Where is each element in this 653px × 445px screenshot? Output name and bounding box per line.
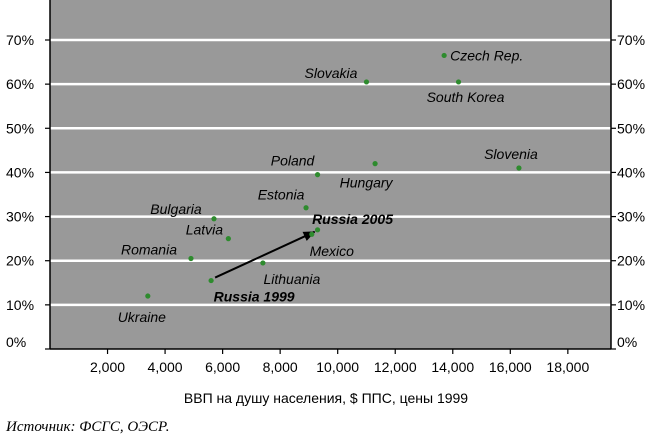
point-label-poland: Poland <box>271 153 316 169</box>
point-label-czech-rep: Czech Rep. <box>450 47 523 63</box>
point-slovakia <box>363 79 370 85</box>
data-points <box>145 52 522 299</box>
point-russia-2005 <box>314 227 321 233</box>
x-tick-label: 14,000 <box>431 359 474 375</box>
point-slovenia <box>516 165 522 171</box>
point-hungary <box>372 161 378 167</box>
y-tick-label-right: 30% <box>617 209 645 225</box>
y-tick-label-right: 70% <box>617 32 645 48</box>
point-russia-1999 <box>208 277 214 284</box>
y-tick-label-left: 30% <box>6 209 34 225</box>
y-tick-label-left: 10% <box>6 297 34 313</box>
y-tick-label-left: 50% <box>6 120 34 136</box>
x-tick-label: 6,000 <box>205 359 240 375</box>
plot-area <box>50 0 611 349</box>
point-label-russia-1999: Russia 1999 <box>214 289 295 305</box>
source-note: Источник: ФСГС, ОЭСР. <box>6 419 170 435</box>
point-mexico <box>309 231 315 237</box>
x-axis-title: ВВП на душу населения, $ ППС, цены 1999 <box>184 390 468 406</box>
point-latvia <box>225 236 231 242</box>
point-label-estonia: Estonia <box>258 187 305 203</box>
point-label-lithuania: Lithuania <box>263 271 320 287</box>
x-tick-label: 4,000 <box>148 359 183 375</box>
y-tick-label-right: 50% <box>617 120 645 136</box>
x-tick-label: 2,000 <box>90 359 125 375</box>
point-bulgaria <box>211 216 217 222</box>
point-label-slovenia: Slovenia <box>484 146 538 162</box>
point-label-hungary: Hungary <box>340 175 394 191</box>
point-label-ukraine: Ukraine <box>118 309 166 325</box>
point-labels: Czech Rep. Slovakia South Korea Slovenia Hun… <box>118 47 538 325</box>
point-label-latvia: Latvia <box>186 222 224 238</box>
x-tick-label: 12,000 <box>374 359 417 375</box>
y-tick-label-right: 0% <box>617 334 637 350</box>
gridlines <box>50 38 611 307</box>
y-tick-label-right: 40% <box>617 164 645 180</box>
point-label-south-korea: South Korea <box>427 89 505 105</box>
point-label-slovakia: Slovakia <box>305 65 358 81</box>
y-tick-label-left: 70% <box>6 32 34 48</box>
x-tick-label: 10,000 <box>316 359 359 375</box>
point-poland <box>314 172 321 178</box>
point-label-mexico: Mexico <box>310 243 355 259</box>
y-tick-label-right: 60% <box>617 76 645 92</box>
point-estonia <box>303 205 309 211</box>
x-tick-label: 18,000 <box>546 359 589 375</box>
y-tick-label-left: 0% <box>6 334 26 350</box>
tick-labels: 2,000 4,000 6,000 8,000 10,000 12,000 14,000 16… <box>6 32 645 375</box>
arrow-layer <box>214 230 316 279</box>
point-lithuania <box>260 260 266 266</box>
y-tick-label-right: 20% <box>617 253 645 269</box>
y-tick-label-left: 20% <box>6 253 34 269</box>
y-tick-label-left: 60% <box>6 76 34 92</box>
x-tick-label: 16,000 <box>489 359 532 375</box>
y-tick-label-right: 10% <box>617 297 645 313</box>
x-tick-label: 8,000 <box>263 359 298 375</box>
axes <box>45 0 616 354</box>
point-ukraine <box>145 293 151 299</box>
russia-change-arrow <box>214 230 316 279</box>
point-south-korea <box>455 79 462 85</box>
y-tick-label-left: 40% <box>6 164 34 180</box>
point-label-russia-2005: Russia 2005 <box>312 211 393 227</box>
point-romania <box>188 255 194 262</box>
point-label-romania: Romania <box>121 242 177 258</box>
point-czech-rep <box>441 52 447 59</box>
point-label-bulgaria: Bulgaria <box>150 201 202 217</box>
